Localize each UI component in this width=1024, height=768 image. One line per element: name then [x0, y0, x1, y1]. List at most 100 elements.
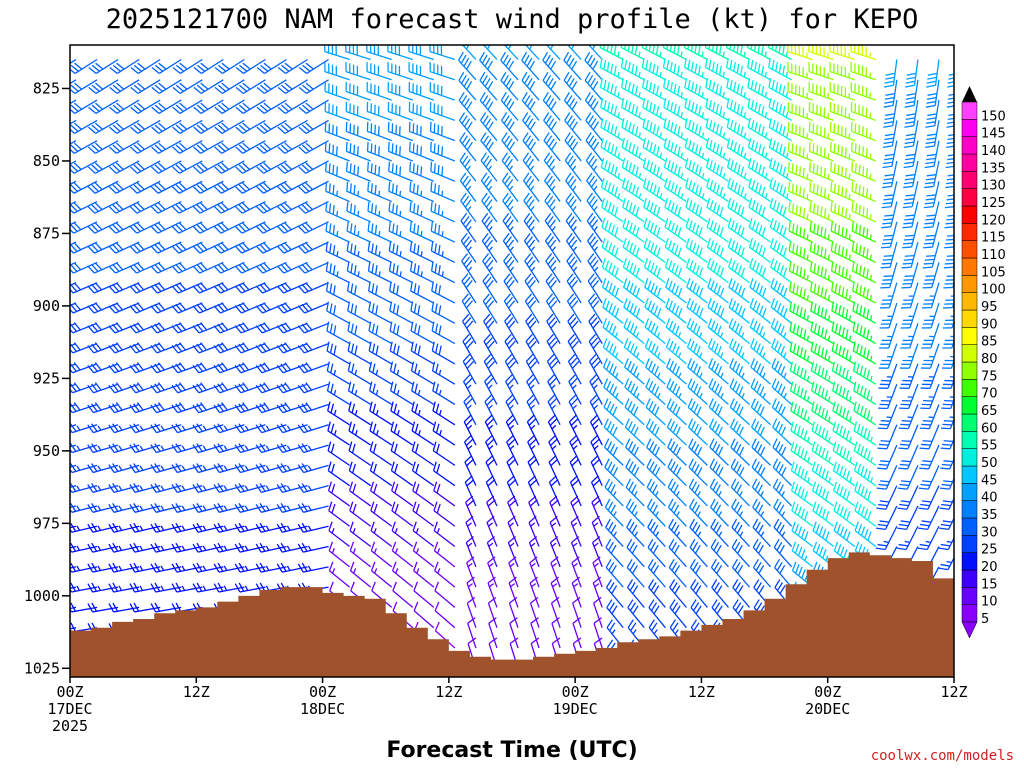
wind-barb	[488, 617, 498, 649]
wind-barb	[193, 160, 224, 174]
wind-barb	[589, 394, 603, 426]
wind-barb	[662, 57, 687, 81]
plot-frame	[69, 44, 955, 678]
wind-barb	[645, 418, 666, 446]
wind-barb	[896, 525, 919, 551]
wind-barb	[647, 558, 666, 588]
wind-barb	[486, 536, 498, 568]
wind-barb	[605, 538, 624, 568]
wind-barb	[70, 140, 98, 154]
wind-barb	[150, 241, 182, 254]
colorbar-label: 70	[981, 387, 998, 402]
wind-barb	[462, 374, 477, 405]
wind-barb	[276, 282, 308, 294]
wind-barb	[829, 82, 855, 101]
wind-barb	[298, 119, 329, 134]
wind-barb	[297, 443, 329, 454]
wind-barb	[297, 463, 329, 474]
wind-barb	[624, 358, 645, 385]
wind-barb	[570, 495, 582, 527]
wind-barb	[193, 58, 224, 75]
colorbar-label: 60	[981, 421, 998, 436]
wind-barb	[150, 602, 182, 613]
wind-barb	[665, 278, 687, 304]
wind-barb	[945, 154, 954, 169]
wind-barb	[729, 338, 750, 365]
colorbar-swatch	[961, 587, 978, 605]
wind-barb	[391, 521, 414, 548]
wind-barb	[604, 478, 624, 507]
wind-barb	[460, 232, 477, 263]
wind-barb	[277, 200, 308, 214]
wind-barb	[508, 596, 519, 628]
wind-barb	[544, 232, 561, 263]
wind-barb	[809, 161, 834, 182]
wind-barb	[943, 255, 954, 269]
wind-barb	[627, 599, 645, 629]
wind-barb	[940, 437, 954, 450]
wind-barb	[277, 58, 308, 75]
wind-barb	[500, 92, 519, 121]
wind-barb	[70, 322, 98, 334]
x-tick-label: 12Z	[688, 683, 715, 701]
wind-barb	[367, 241, 392, 264]
wind-barb	[810, 301, 835, 324]
colorbar-label: 50	[981, 456, 998, 471]
wind-barb	[235, 79, 266, 94]
wind-barb	[276, 542, 308, 553]
wind-barb	[522, 152, 540, 182]
wind-barb	[730, 418, 750, 446]
wind-barb	[387, 101, 413, 121]
wind-barb	[790, 421, 814, 446]
wind-barb	[234, 221, 266, 234]
wind-barb	[87, 522, 119, 533]
wind-barb	[586, 172, 603, 202]
wind-barb	[503, 293, 519, 324]
wind-barb	[389, 361, 414, 385]
wind-barb	[345, 121, 371, 142]
x-tick-label: 12Z	[940, 683, 967, 701]
wind-barb	[624, 378, 645, 405]
colorbar-bottom-arrow	[961, 621, 978, 639]
wind-barb	[899, 363, 919, 389]
wind-barb	[787, 45, 813, 61]
wind-barb	[172, 140, 203, 154]
wind-barb	[129, 483, 161, 494]
wind-barb	[276, 261, 308, 274]
wind-barb	[526, 414, 540, 446]
colorbar-swatch	[961, 223, 978, 241]
wind-barb	[747, 137, 771, 162]
wind-barb	[877, 404, 898, 430]
wind-barb	[525, 354, 540, 385]
wind-barb	[876, 505, 898, 531]
wind-barb	[503, 273, 519, 304]
wind-barb	[563, 51, 582, 81]
wind-barb	[710, 498, 729, 527]
wind-barb	[641, 77, 666, 101]
colorbar-swatch	[961, 309, 978, 328]
wind-barb	[922, 241, 940, 269]
wind-barb	[643, 257, 666, 284]
wind-barb	[943, 295, 954, 309]
wind-barb	[413, 581, 435, 608]
wind-barb	[924, 120, 940, 149]
wind-barb	[587, 253, 603, 284]
wind-barb	[851, 221, 877, 243]
wind-barb	[919, 424, 940, 450]
wind-barb	[501, 112, 519, 142]
wind-barb	[366, 121, 392, 142]
wind-barb	[192, 221, 224, 234]
wind-barb	[902, 201, 919, 229]
wind-barb	[569, 455, 582, 486]
wind-barb	[193, 180, 224, 194]
wind-barb	[729, 358, 750, 385]
wind-barb	[731, 558, 751, 588]
wind-barb	[87, 582, 119, 593]
wind-barb	[923, 221, 940, 249]
wind-barb	[506, 475, 519, 507]
wind-barb	[87, 180, 119, 194]
wind-barb	[709, 478, 729, 507]
wind-barb	[327, 421, 350, 446]
wind-barb	[771, 378, 793, 405]
